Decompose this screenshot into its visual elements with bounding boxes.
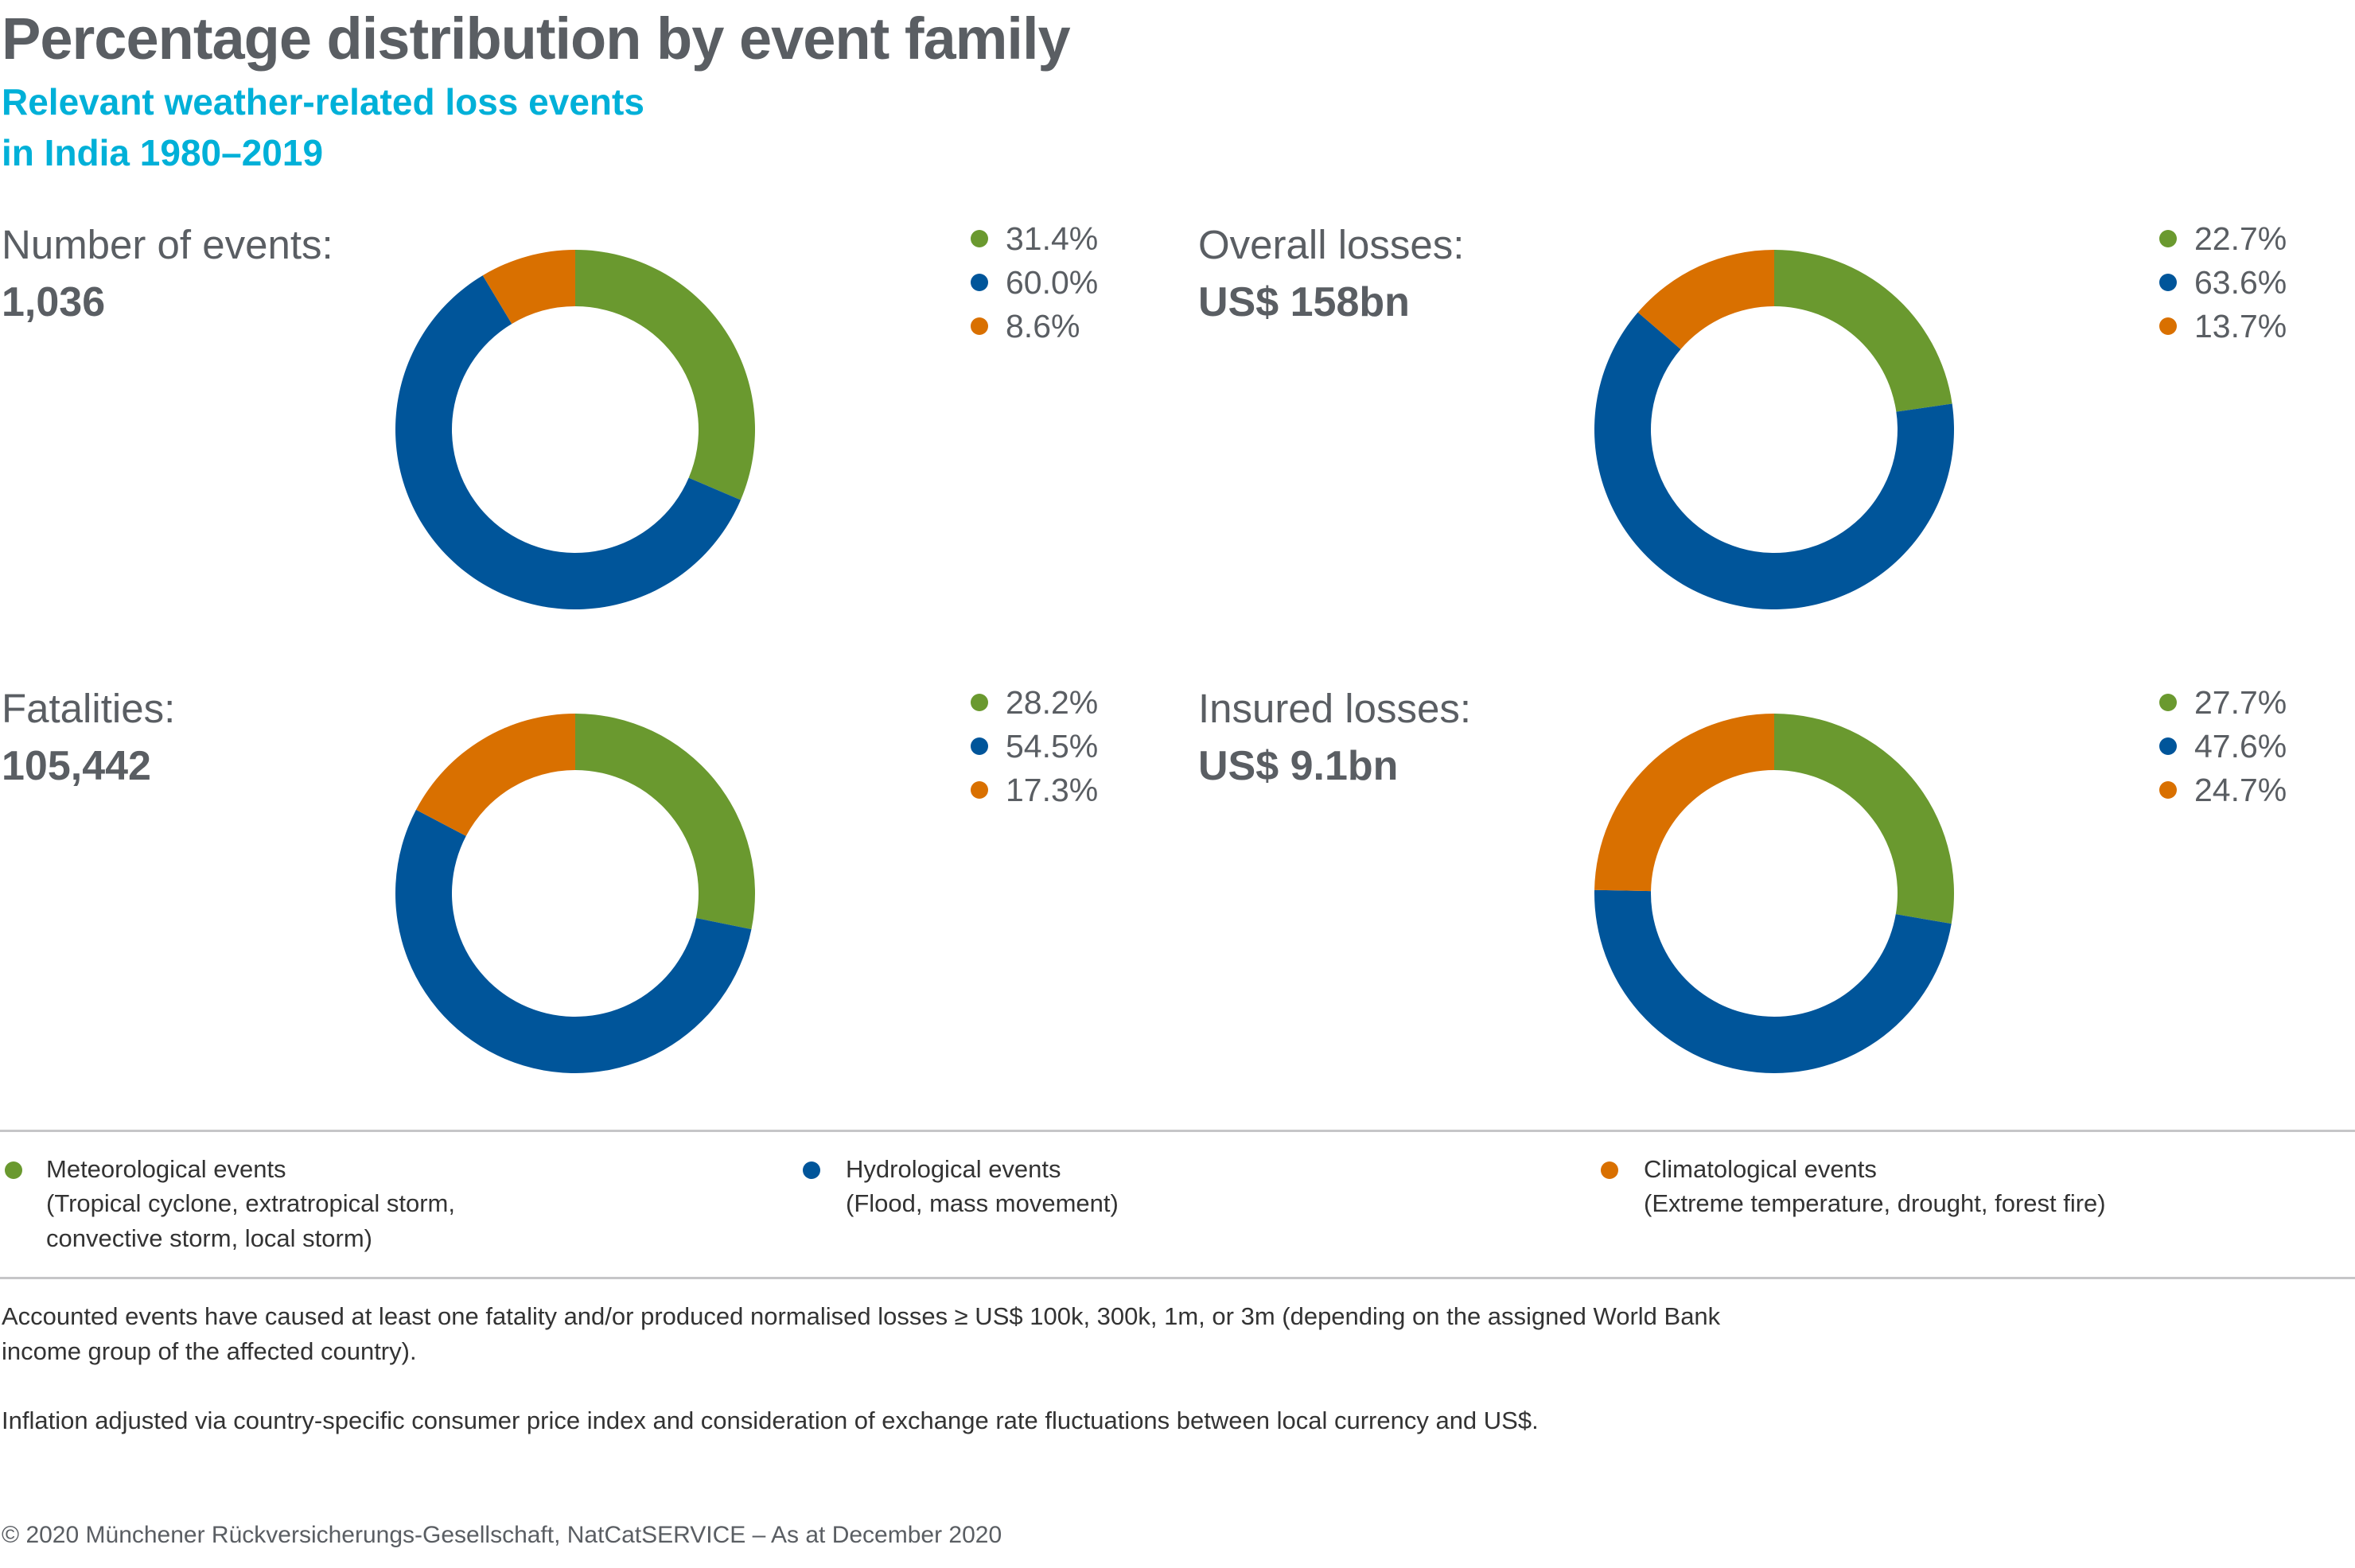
overall-losses-climatological-value-label: 13.7%: [2194, 308, 2287, 344]
overall-losses-hydrological-slice: [1594, 312, 1954, 609]
fatalities-hydrological-slice: [395, 809, 752, 1073]
subtitle-line1: Relevant weather-related loss events: [2, 81, 644, 123]
legend-hydrological-detail1: (Flood, mass movement): [846, 1189, 1119, 1217]
fatalities-legend-item: 28.2%: [971, 683, 1098, 722]
number-of-events-title: Number of events:: [2, 222, 333, 267]
note1-line2: income group of the affected country).: [2, 1337, 417, 1365]
number-of-events-hydrological-slice: [395, 275, 741, 609]
page-title: Percentage distribution by event family: [2, 6, 1071, 72]
insured-losses-legend-item: 27.7%: [2159, 683, 2287, 722]
insured-losses-donut-chart: [1594, 714, 1954, 1073]
divider-bottom: [0, 1277, 2355, 1279]
insured-losses-meteorological-value-label: 27.7%: [2194, 684, 2287, 721]
overall-losses-legend-item: 22.7%: [2159, 219, 2287, 259]
legend-climatological-detail1: (Extreme temperature, drought, forest fi…: [1644, 1189, 2106, 1217]
overall-losses-donut-chart: [1594, 250, 1954, 609]
climatological-dot-icon: [2159, 781, 2177, 799]
insured-losses-title: Insured losses:: [1198, 686, 1472, 731]
overall-losses-legend-item: 63.6%: [2159, 263, 2287, 302]
fatalities-donut-chart: [395, 714, 755, 1073]
climatological-dot-icon: [971, 781, 988, 799]
fatalities-legend-item: 54.5%: [971, 726, 1098, 766]
meteorological-dot-icon: [971, 694, 988, 711]
number-of-events-total: 1,036: [2, 279, 106, 325]
number-of-events-meteorological-value-label: 31.4%: [1006, 220, 1099, 257]
legend-meteorological-label: Meteorological events: [46, 1155, 286, 1183]
number-of-events-legend-item: 31.4%: [971, 219, 1098, 259]
legend-climatological-label: Climatological events: [1644, 1155, 1877, 1183]
overall-losses-climatological-slice: [1637, 250, 1774, 349]
meteorological-dot-icon: [971, 230, 988, 247]
fatalities-total: 105,442: [2, 743, 151, 789]
fatalities-title: Fatalities:: [2, 686, 176, 731]
fatalities-climatological-value-label: 17.3%: [1006, 772, 1099, 808]
divider-top: [0, 1130, 2355, 1132]
overall-losses-total: US$ 158bn: [1198, 279, 1410, 325]
insured-losses-legend-item: 47.6%: [2159, 726, 2287, 766]
hydrological-dot-icon: [971, 274, 988, 291]
number-of-events-climatological-slice: [482, 250, 575, 325]
insured-losses-climatological-slice: [1594, 714, 1774, 892]
climatological-dot-icon: [971, 317, 988, 335]
number-of-events-donut-chart: [395, 250, 755, 609]
insured-losses-hydrological-value-label: 47.6%: [2194, 728, 2287, 765]
hydrological-dot-icon: [2159, 737, 2177, 755]
note1-line1: Accounted events have caused at least on…: [2, 1302, 1721, 1330]
subtitle-line2: in India 1980–2019: [2, 132, 324, 173]
meteorological-dot-icon: [5, 1161, 22, 1179]
climatological-dot-icon: [2159, 317, 2177, 335]
hydrological-dot-icon: [971, 737, 988, 755]
insured-losses-hydrological-slice: [1594, 889, 1952, 1073]
fatalities-hydrological-value-label: 54.5%: [1006, 728, 1099, 765]
insured-losses-meteorological-slice: [1774, 714, 1954, 924]
number-of-events-meteorological-slice: [575, 250, 755, 500]
hydrological-dot-icon: [803, 1161, 820, 1179]
legend-meteorological-detail1: (Tropical cyclone, extratropical storm,: [46, 1189, 455, 1217]
number-of-events-climatological-value-label: 8.6%: [1006, 308, 1080, 344]
legend-meteorological-detail2: convective storm, local storm): [46, 1224, 372, 1252]
overall-losses-legend-item: 13.7%: [2159, 306, 2287, 346]
number-of-events-legend-item: 8.6%: [971, 306, 1080, 346]
overall-losses-meteorological-value-label: 22.7%: [2194, 220, 2287, 257]
fatalities-climatological-slice: [415, 714, 575, 836]
number-of-events-legend-item: 60.0%: [971, 263, 1098, 302]
insured-losses-total: US$ 9.1bn: [1198, 743, 1399, 789]
copyright: © 2020 Münchener Rückversicherungs-Gesel…: [2, 1522, 1002, 1548]
overall-losses-hydrological-value-label: 63.6%: [2194, 264, 2287, 301]
hydrological-dot-icon: [2159, 274, 2177, 291]
fatalities-legend-item: 17.3%: [971, 770, 1098, 810]
meteorological-dot-icon: [2159, 230, 2177, 247]
meteorological-dot-icon: [2159, 694, 2177, 711]
insured-losses-climatological-value-label: 24.7%: [2194, 772, 2287, 808]
fatalities-meteorological-value-label: 28.2%: [1006, 684, 1099, 721]
legend-hydrological-label: Hydrological events: [846, 1155, 1061, 1183]
overall-losses-meteorological-slice: [1774, 250, 1952, 412]
fatalities-meteorological-slice: [575, 714, 755, 930]
number-of-events-hydrological-value-label: 60.0%: [1006, 264, 1099, 301]
note2: Inflation adjusted via country-specific …: [2, 1407, 1539, 1434]
overall-losses-title: Overall losses:: [1198, 222, 1465, 267]
insured-losses-legend-item: 24.7%: [2159, 770, 2287, 810]
climatological-dot-icon: [1601, 1161, 1618, 1179]
